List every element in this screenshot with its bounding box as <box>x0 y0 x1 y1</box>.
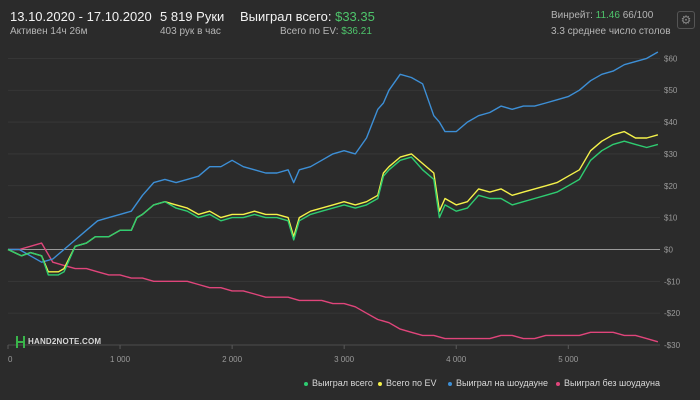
summary-header: 13.10.2020 - 17.10.2020 Активен 14ч 26м … <box>0 0 700 44</box>
series-line-2 <box>8 51 659 263</box>
x-tick-label: 3 000 <box>334 355 355 364</box>
x-tick-label: 1 000 <box>110 355 131 364</box>
active-time: Активен 14ч 26м <box>10 26 88 37</box>
legend-item-showdown[interactable]: Выиграл на шоудауне <box>448 378 548 388</box>
gear-icon[interactable]: ⚙ <box>677 11 695 29</box>
hands-per-hour: 403 рук в час <box>160 26 221 37</box>
chart-series <box>7 51 659 343</box>
y-axis-ticks: $60 $50 $40 $30 $20 $10 $0 -$10 -$20 -$30 <box>664 54 681 350</box>
x-tick-label: 2 000 <box>222 355 243 364</box>
hands-count: 5 819 Руки <box>160 9 225 24</box>
winrate-extra: 66/100 <box>622 10 654 21</box>
won-total: Выиграл всего: $33.35 <box>240 9 375 24</box>
y-tick-label: $0 <box>664 245 673 254</box>
legend-label: Выиграл на шоудауне <box>456 378 548 388</box>
logo-text: HAND2NOTE.COM <box>28 337 102 347</box>
y-tick-label: $60 <box>664 54 678 63</box>
winrate-label: Винрейт: <box>551 10 593 21</box>
avg-tables: 3.3 среднее число столов <box>551 26 671 37</box>
x-tick-label: 5 000 <box>558 355 579 364</box>
winrate: Винрейт: 11.46 66/100 <box>551 10 653 21</box>
x-axis-ticks: 0 1 000 2 000 3 000 4 000 5 000 <box>7 344 660 364</box>
y-tick-label: $10 <box>664 214 678 223</box>
y-tick-label: -$20 <box>664 309 681 318</box>
x-tick-label: 0 <box>8 355 13 364</box>
series-line-3 <box>8 242 659 343</box>
legend-label: Выиграл без шоудауна <box>564 378 660 388</box>
ev-total-value: $36.21 <box>341 26 372 37</box>
y-tick-label: $30 <box>664 150 678 159</box>
legend-dot-icon <box>378 381 382 386</box>
y-tick-label: -$10 <box>664 277 681 286</box>
legend-dot-icon <box>304 381 308 386</box>
ev-total-label: Всего по EV: <box>280 26 339 37</box>
chart-grid <box>8 57 660 346</box>
legend-dot-icon <box>556 381 560 386</box>
y-tick-label: -$30 <box>664 341 681 350</box>
y-tick-label: $20 <box>664 182 678 191</box>
x-tick-label: 4 000 <box>446 355 467 364</box>
legend-item-ev-total[interactable]: Всего по EV <box>378 378 436 388</box>
winrate-value: 11.46 <box>595 10 620 21</box>
won-total-label: Выиграл всего: <box>240 9 332 24</box>
series-line-0 <box>7 140 659 276</box>
hand2note-logo-icon <box>16 336 25 348</box>
won-total-value: $33.35 <box>335 9 375 24</box>
y-tick-label: $40 <box>664 118 678 127</box>
y-tick-label: $50 <box>664 86 678 95</box>
legend-label: Выиграл всего <box>312 378 373 388</box>
hand2note-logo: HAND2NOTE.COM <box>16 336 101 348</box>
legend-label: Всего по EV <box>386 378 437 388</box>
ev-total: Всего по EV: $36.21 <box>280 26 372 37</box>
date-range: 13.10.2020 - 17.10.2020 <box>10 9 152 24</box>
legend-dot-icon <box>448 381 452 386</box>
series-line-1 <box>7 130 659 273</box>
legend-item-non-showdown[interactable]: Выиграл без шоудауна <box>556 378 660 388</box>
legend-item-won-total[interactable]: Выиграл всего <box>304 378 373 388</box>
